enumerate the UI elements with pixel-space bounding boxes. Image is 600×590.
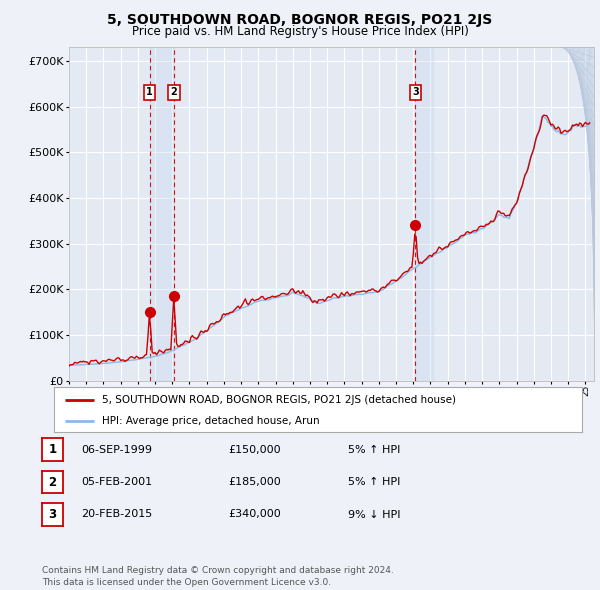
Text: £150,000: £150,000 <box>228 445 281 454</box>
Text: 2: 2 <box>49 476 56 489</box>
Text: 05-FEB-2001: 05-FEB-2001 <box>81 477 152 487</box>
Bar <box>415 47 433 381</box>
Text: 1: 1 <box>49 443 56 456</box>
Text: £340,000: £340,000 <box>228 510 281 519</box>
Text: 3: 3 <box>412 87 419 97</box>
Text: 5, SOUTHDOWN ROAD, BOGNOR REGIS, PO21 2JS (detached house): 5, SOUTHDOWN ROAD, BOGNOR REGIS, PO21 2J… <box>101 395 455 405</box>
Text: £185,000: £185,000 <box>228 477 281 487</box>
Text: 5, SOUTHDOWN ROAD, BOGNOR REGIS, PO21 2JS: 5, SOUTHDOWN ROAD, BOGNOR REGIS, PO21 2J… <box>107 13 493 27</box>
Text: 1: 1 <box>146 87 153 97</box>
Text: 5% ↑ HPI: 5% ↑ HPI <box>348 445 400 454</box>
Text: Contains HM Land Registry data © Crown copyright and database right 2024.
This d: Contains HM Land Registry data © Crown c… <box>42 566 394 587</box>
Text: 2: 2 <box>170 87 177 97</box>
Text: 9% ↓ HPI: 9% ↓ HPI <box>348 510 401 519</box>
Text: 20-FEB-2015: 20-FEB-2015 <box>81 510 152 519</box>
Text: 06-SEP-1999: 06-SEP-1999 <box>81 445 152 454</box>
Bar <box>149 47 174 381</box>
Text: 5% ↑ HPI: 5% ↑ HPI <box>348 477 400 487</box>
Text: HPI: Average price, detached house, Arun: HPI: Average price, detached house, Arun <box>101 416 319 425</box>
Text: 3: 3 <box>49 508 56 521</box>
Text: Price paid vs. HM Land Registry's House Price Index (HPI): Price paid vs. HM Land Registry's House … <box>131 25 469 38</box>
